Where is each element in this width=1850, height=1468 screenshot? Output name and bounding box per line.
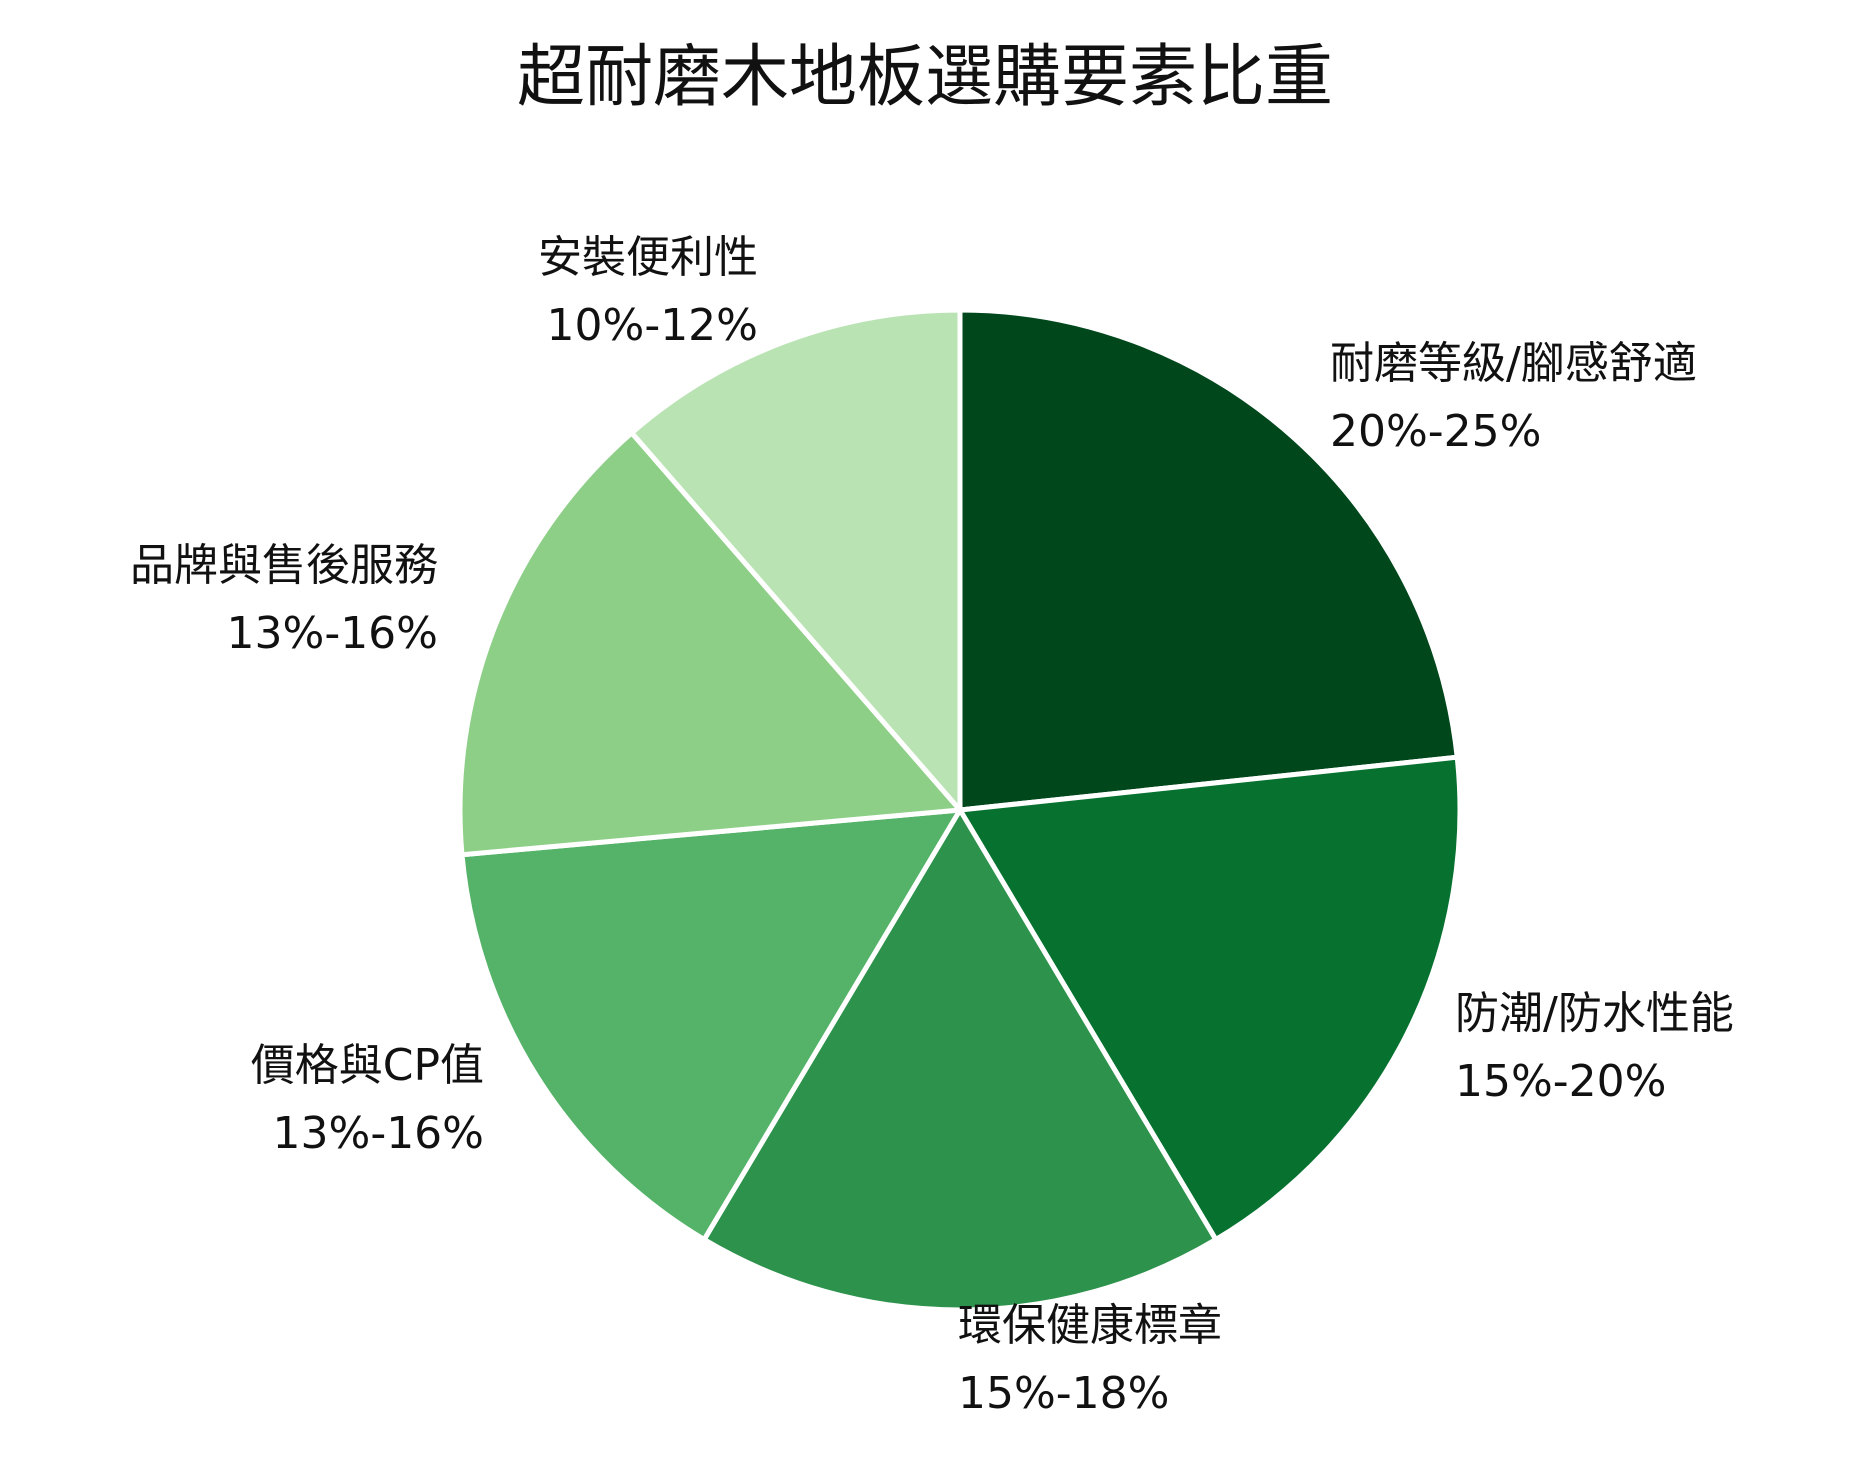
slice-range-label-1: 20%-25% <box>1330 406 1541 457</box>
pie-slice-2 <box>957 754 1463 1243</box>
pie-slice-5 <box>457 430 963 858</box>
pie-slice-4 <box>459 807 963 1243</box>
slice-label-2: 防潮/防水性能 <box>1455 988 1734 1039</box>
slice-range-label-2: 15%-20% <box>1455 1056 1666 1107</box>
slice-label-6: 安裝便利性 <box>538 232 758 283</box>
slice-label-5: 品牌與售後服務 <box>130 540 438 591</box>
slice-range-label-6: 10%-12% <box>547 300 758 351</box>
slices-layer <box>457 307 1463 1313</box>
slice-range-label-4: 13%-16% <box>273 1108 484 1159</box>
slice-label-3: 環保健康標章 <box>958 1300 1222 1351</box>
chart-title: 超耐磨木地板選購要素比重 <box>517 38 1333 117</box>
slice-range-label-5: 13%-16% <box>227 608 438 659</box>
slice-label-1: 耐磨等級/腳感舒適 <box>1330 338 1697 389</box>
pie-slice-6 <box>629 307 963 813</box>
pie-slice-1 <box>957 307 1460 813</box>
pie-slice-3 <box>701 807 1219 1313</box>
slice-label-4: 價格與CP值 <box>251 1040 484 1091</box>
slice-range-label-3: 15%-18% <box>958 1368 1169 1419</box>
labels-layer: 耐磨等級/腳感舒適 20%-25% 防潮/防水性能 15%-20% 環保健康標章 15%-… <box>130 232 1734 1419</box>
